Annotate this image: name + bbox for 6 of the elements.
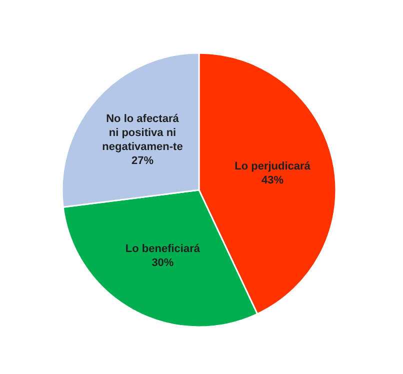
slice-label: Lo perjudicará bbox=[234, 160, 312, 172]
slice-label: No lo afectará ni positiva ni negativamen-te bbox=[102, 113, 183, 154]
slice-label: Lo beneficiará bbox=[125, 242, 201, 255]
data-label: 27% bbox=[131, 155, 154, 168]
data-label: 30% bbox=[152, 256, 174, 269]
data-label: 43% bbox=[262, 174, 284, 186]
